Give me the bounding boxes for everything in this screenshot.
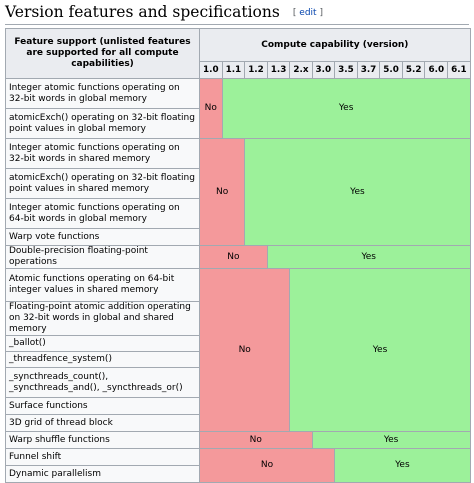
- feature-row-label: Floating-point atomic addition operating…: [5, 301, 200, 336]
- section-heading: Version features and specifications [ ed…: [5, 2, 469, 25]
- feature-row-label: Double-precision floating-point operatio…: [5, 245, 200, 269]
- feature-row-label: Integer atomic functions operating on 64…: [5, 198, 200, 229]
- feature-row-label: Funnel shift: [5, 448, 200, 466]
- version-header: 2.x: [289, 61, 313, 79]
- feature-support-header: Feature support (unlisted features are s…: [5, 28, 200, 79]
- version-header: 5.2: [401, 61, 426, 79]
- compute-capability-table: Feature support (unlisted features are s…: [5, 28, 471, 483]
- yes-cell: Yes: [221, 78, 471, 139]
- edit-close-bracket: ]: [319, 8, 323, 18]
- version-header: 6.1: [447, 61, 471, 79]
- feature-row-label: _threadfence_system(): [5, 351, 200, 368]
- feature-row-label: Surface functions: [5, 397, 200, 415]
- version-header: 1.0: [199, 61, 223, 79]
- edit-section: [ edit ]: [293, 8, 323, 18]
- yes-cell: Yes: [289, 268, 471, 432]
- section-title: Version features and specifications: [5, 3, 280, 21]
- no-cell: No: [198, 268, 291, 432]
- feature-row-label: Warp shuffle functions: [5, 431, 200, 449]
- no-cell: No: [199, 78, 223, 139]
- no-cell: No: [198, 138, 246, 246]
- edit-link[interactable]: edit: [299, 8, 317, 18]
- no-cell: No: [199, 245, 268, 269]
- feature-row-label: 3D grid of thread block: [5, 414, 200, 432]
- version-header: 3.7: [356, 61, 381, 79]
- feature-row-label: Integer atomic functions operating on 32…: [5, 138, 200, 169]
- yes-cell: Yes: [266, 245, 471, 269]
- feature-row-label: Atomic functions operating on 64-bit int…: [5, 268, 200, 302]
- version-header: 3.5: [334, 61, 358, 79]
- feature-row-label: Dynamic parallelism: [5, 465, 200, 483]
- yes-cell: Yes: [244, 138, 471, 246]
- feature-row-label: _ballot(): [5, 335, 200, 352]
- feature-row-label: atomicExch() operating on 32-bit floatin…: [5, 168, 200, 199]
- version-header: 1.2: [244, 61, 268, 79]
- feature-row-label: atomicExch() operating on 32-bit floatin…: [5, 108, 200, 139]
- yes-cell: Yes: [334, 448, 471, 483]
- compute-capability-header: Compute capability (version): [199, 28, 471, 62]
- version-header: 6.0: [424, 61, 449, 79]
- no-cell: No: [199, 431, 313, 449]
- no-cell: No: [198, 448, 336, 483]
- version-header: 5.0: [379, 61, 403, 79]
- version-header: 1.1: [221, 61, 246, 79]
- version-header: 1.3: [266, 61, 291, 79]
- feature-row-label: _syncthreads_count(), _syncthreads_and()…: [5, 367, 200, 398]
- feature-row-label: Warp vote functions: [5, 228, 200, 246]
- yes-cell: Yes: [311, 431, 471, 449]
- edit-open-bracket: [: [292, 8, 297, 18]
- feature-row-label: Integer atomic functions operating on 32…: [5, 78, 200, 109]
- version-header: 3.0: [311, 61, 336, 79]
